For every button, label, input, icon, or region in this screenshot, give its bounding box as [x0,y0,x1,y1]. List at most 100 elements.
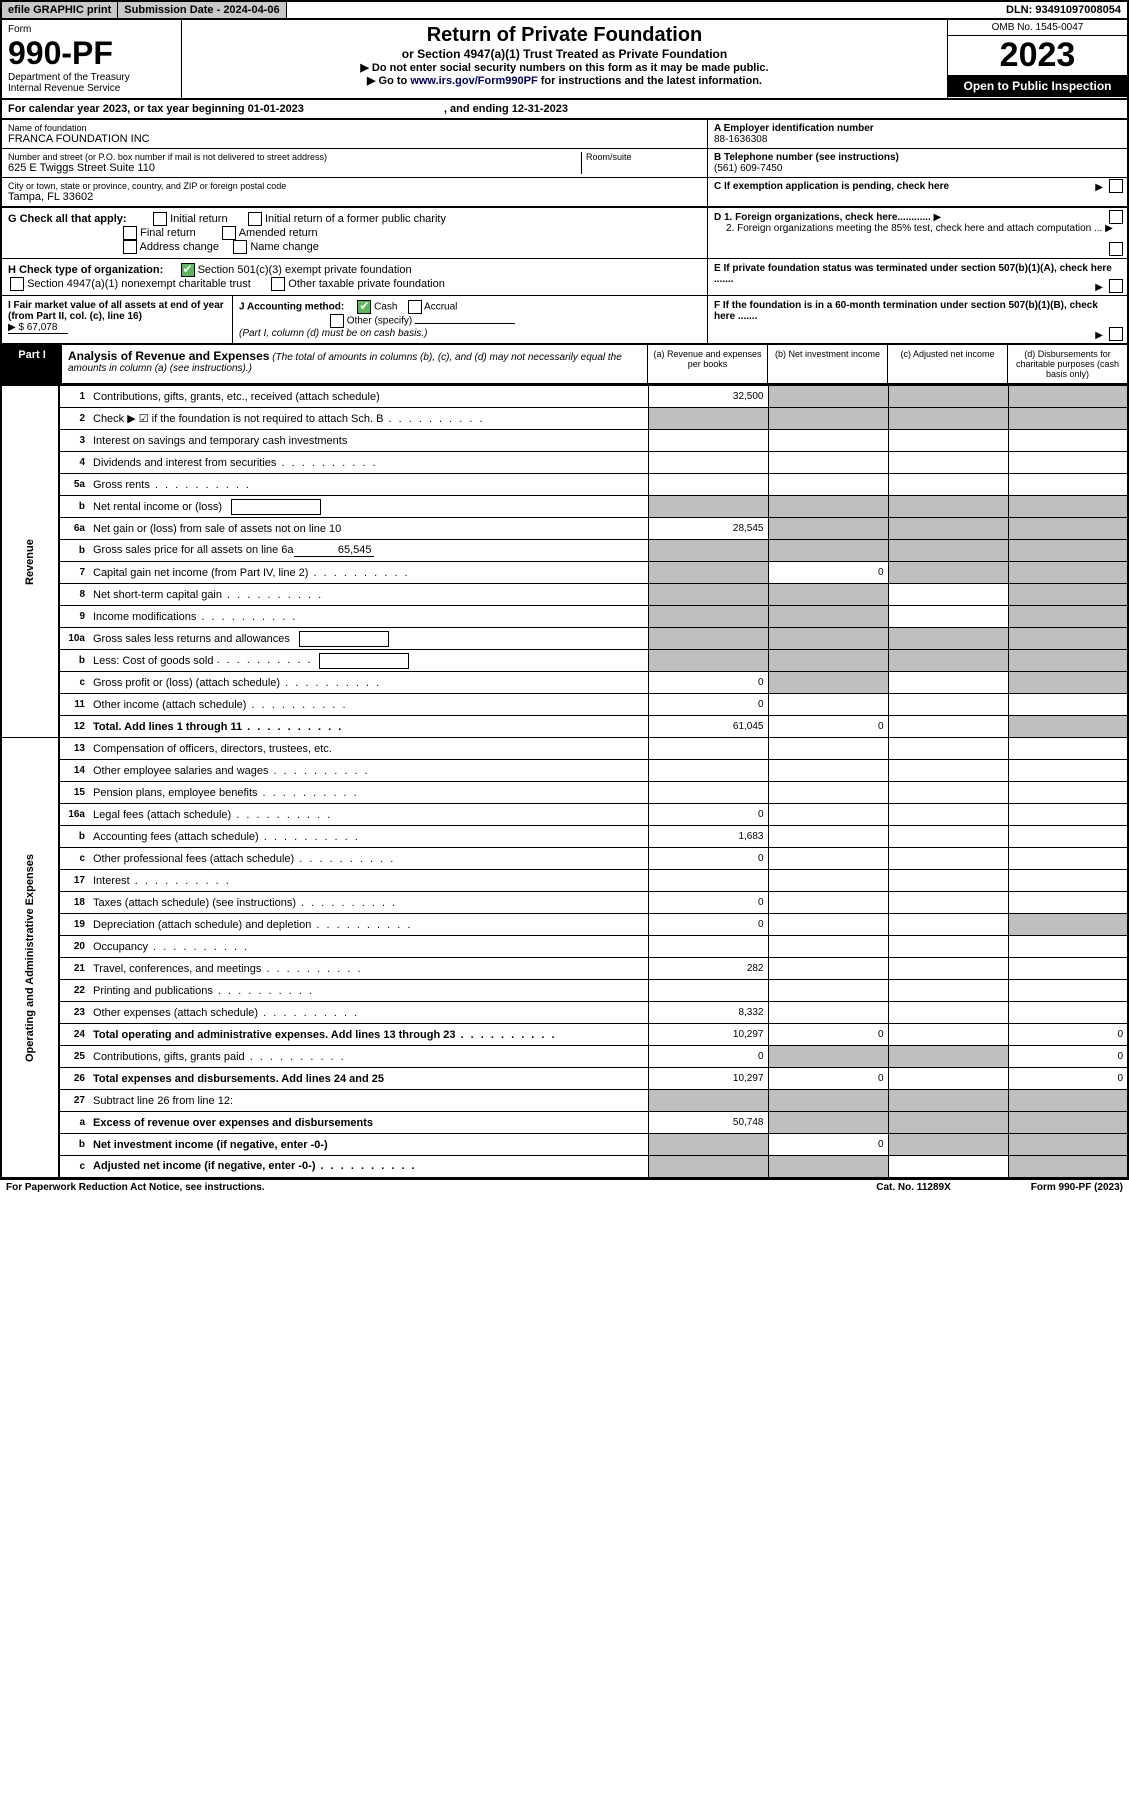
cell-value [768,892,888,914]
cell-value [1008,738,1128,760]
cell-value [888,672,1008,694]
efile-label: efile GRAPHIC print [2,2,118,18]
h-4947-checkbox[interactable] [10,277,24,291]
cell-value [888,1090,1008,1112]
h-opt-1: Section 501(c)(3) exempt private foundat… [198,264,412,276]
row-desc: Income modifications [89,606,648,628]
cell-value: 8,332 [648,1002,768,1024]
side-label: Operating and Administrative Expenses [1,738,59,1178]
g-amended-checkbox[interactable] [222,226,236,240]
cell-value [648,1134,768,1156]
submission-date: Submission Date - 2024-04-06 [118,2,286,18]
cell-value [888,1068,1008,1090]
cell-value [1008,716,1128,738]
row-desc: Other professional fees (attach schedule… [89,848,648,870]
c-checkbox[interactable] [1109,179,1123,193]
f-checkbox[interactable] [1109,327,1123,341]
cell-value [648,496,768,518]
cell-value [888,738,1008,760]
table-row: 25Contributions, gifts, grants paid00 [1,1046,1128,1068]
row-desc: Legal fees (attach schedule) [89,804,648,826]
cell-value [1008,1134,1128,1156]
table-row: Operating and Administrative Expenses13C… [1,738,1128,760]
cell-value [1008,870,1128,892]
g-initial-checkbox[interactable] [153,212,167,226]
row-num: 24 [59,1024,89,1046]
table-row: 6aNet gain or (loss) from sale of assets… [1,518,1128,540]
cell-value [888,408,1008,430]
cell-value [888,606,1008,628]
cell-value [888,914,1008,936]
table-row: 5aGross rents [1,474,1128,496]
cell-value [768,496,888,518]
footer-mid: Cat. No. 11289X [876,1182,950,1193]
cell-value [888,826,1008,848]
row-desc: Total. Add lines 1 through 11 [89,716,648,738]
cell-value [768,782,888,804]
g-name-checkbox[interactable] [233,240,247,254]
cell-value [888,584,1008,606]
row-num: b [59,540,89,562]
cell-value [1008,496,1128,518]
row-desc: Total expenses and disbursements. Add li… [89,1068,648,1090]
row-desc: Other income (attach schedule) [89,694,648,716]
d1-checkbox[interactable] [1109,210,1123,224]
row-num: c [59,848,89,870]
j-cash-checkbox[interactable] [357,300,371,314]
e-checkbox[interactable] [1109,279,1123,293]
instr-2: ▶ Go to www.irs.gov/Form990PF for instru… [190,74,939,87]
cell-value [768,1090,888,1112]
cell-value [768,628,888,650]
table-row: cOther professional fees (attach schedul… [1,848,1128,870]
cell-value [1008,672,1128,694]
row-desc: Contributions, gifts, grants, etc., rece… [89,386,648,408]
cell-value [768,606,888,628]
col-c-header: (c) Adjusted net income [887,345,1007,383]
row-num: 21 [59,958,89,980]
cell-value: 1,683 [648,826,768,848]
row-num: 3 [59,430,89,452]
cell-value [888,892,1008,914]
cell-value [768,408,888,430]
form-subtitle: or Section 4947(a)(1) Trust Treated as P… [190,47,939,61]
d2-checkbox[interactable] [1109,242,1123,256]
table-row: 9Income modifications [1,606,1128,628]
g-charity-checkbox[interactable] [248,212,262,226]
h-501c3-checkbox[interactable] [181,263,195,277]
cell-value [1008,650,1128,672]
foundation-name: FRANCA FOUNDATION INC [8,133,701,145]
table-row: 21Travel, conferences, and meetings282 [1,958,1128,980]
j-other-checkbox[interactable] [330,314,344,328]
omb-number: OMB No. 1545-0047 [948,20,1127,36]
cell-value [768,430,888,452]
identity-block: Name of foundation FRANCA FOUNDATION INC… [0,120,1129,208]
h-row: H Check type of organization: Section 50… [0,259,1129,296]
irs-link[interactable]: www.irs.gov/Form990PF [410,75,537,87]
g-opt-2: Final return [140,227,196,239]
cell-value [888,474,1008,496]
name-label: Name of foundation [8,123,701,133]
form-header: Form 990-PF Department of the Treasury I… [0,20,1129,100]
cell-value [1008,540,1128,562]
row-num: 19 [59,914,89,936]
row-num: a [59,1112,89,1134]
row-desc: Excess of revenue over expenses and disb… [89,1112,648,1134]
col-a-header: (a) Revenue and expenses per books [647,345,767,383]
cell-value [648,474,768,496]
row-desc: Gross sales price for all assets on line… [89,540,648,562]
cell-value [768,870,888,892]
j-accrual-checkbox[interactable] [408,300,422,314]
cell-value [888,650,1008,672]
row-num: b [59,826,89,848]
form-word: Form [8,24,175,35]
h-other-checkbox[interactable] [271,277,285,291]
cell-value [888,694,1008,716]
cell-value: 0 [768,1024,888,1046]
form-number: 990-PF [8,35,175,72]
room-label: Room/suite [586,152,701,162]
g-address-checkbox[interactable] [123,240,137,254]
table-row: 19Depreciation (attach schedule) and dep… [1,914,1128,936]
cell-value [888,936,1008,958]
cell-value [648,936,768,958]
g-final-checkbox[interactable] [123,226,137,240]
